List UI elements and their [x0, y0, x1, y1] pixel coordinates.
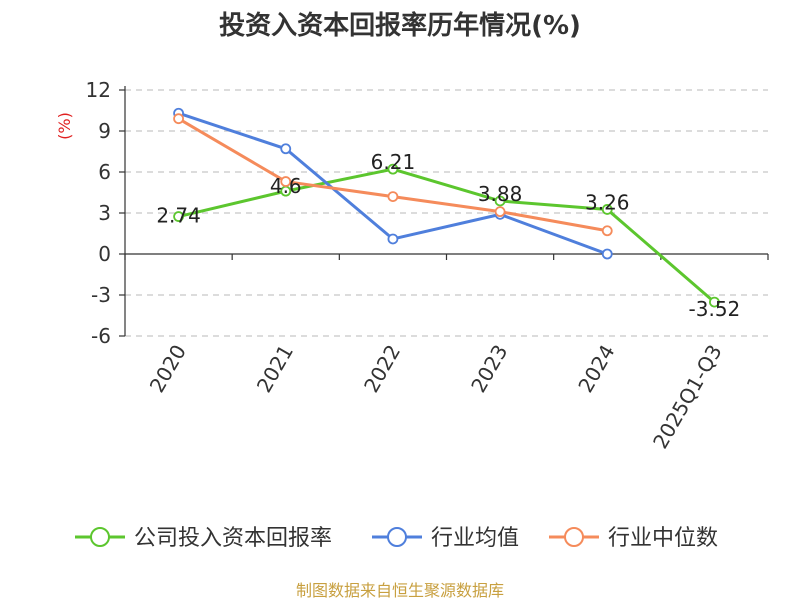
x-tick-label: 2020: [145, 341, 191, 397]
series-line: [178, 167, 716, 304]
data-point: [173, 113, 184, 125]
x-tick-label: 2025Q1-Q3: [648, 341, 727, 453]
data-point: [280, 143, 292, 155]
legend-item: 公司投入资本回报率: [75, 526, 332, 551]
data-labels: 2.74 4.6 6.21 3.88 3.26 -3.52: [156, 150, 740, 321]
legend-label: 行业均值: [431, 526, 519, 551]
legend-label: 行业中位数: [608, 526, 718, 551]
data-label: -3.52: [689, 297, 741, 321]
data-point: [601, 248, 613, 260]
legend-marker: [564, 527, 584, 547]
grid: [125, 89, 768, 337]
data-label: 4.6: [270, 174, 302, 198]
data-point: [280, 176, 292, 187]
axes: 12 9 6 3 0 -3 -6 2020 2021 2022 2023 2024 2025Q1-Q3: [86, 78, 769, 453]
series: [173, 107, 720, 308]
source-note: 制图数据来自恒生聚源数据库: [296, 581, 504, 600]
data-point: [494, 206, 506, 218]
data-label: 3.26: [585, 190, 630, 214]
data-point: [173, 211, 184, 222]
data-label: 3.88: [478, 182, 523, 206]
legend-label: 公司投入资本回报率: [134, 526, 332, 551]
legend-marker: [387, 527, 407, 547]
y-tick-label: 6: [98, 160, 111, 184]
y-tick-label: -6: [91, 324, 111, 348]
y-tick-label: -3: [91, 283, 111, 307]
y-tick-label: 12: [86, 78, 111, 102]
series-0: [173, 163, 720, 308]
chart-title: 投资入资本回报率历年情况(%): [219, 10, 581, 41]
data-point: [387, 233, 399, 245]
y-tick-label: 3: [98, 201, 111, 225]
data-label: 6.21: [371, 150, 416, 174]
x-tick-label: 2022: [359, 341, 405, 397]
legend-item: 行业均值: [372, 526, 519, 551]
data-point: [387, 191, 399, 203]
data-point: [601, 225, 613, 237]
series-line: [178, 111, 608, 256]
data-point: [709, 296, 720, 308]
legend-item: 行业中位数: [549, 526, 718, 551]
y-tick-label: 9: [98, 119, 111, 143]
y-axis-unit: (%): [55, 112, 74, 140]
y-tick-label: 0: [98, 242, 111, 266]
data-point: [601, 204, 613, 215]
data-point: [387, 163, 399, 175]
data-point: [494, 195, 506, 207]
x-tick-label: 2023: [466, 341, 512, 397]
x-tick-label: 2021: [252, 341, 298, 397]
series-2: [173, 113, 613, 237]
legend: 公司投入资本回报率 行业均值 行业中位数: [75, 526, 718, 551]
legend-marker: [90, 527, 110, 547]
x-tick-label: 2024: [573, 341, 619, 397]
data-label: 2.74: [156, 204, 201, 228]
